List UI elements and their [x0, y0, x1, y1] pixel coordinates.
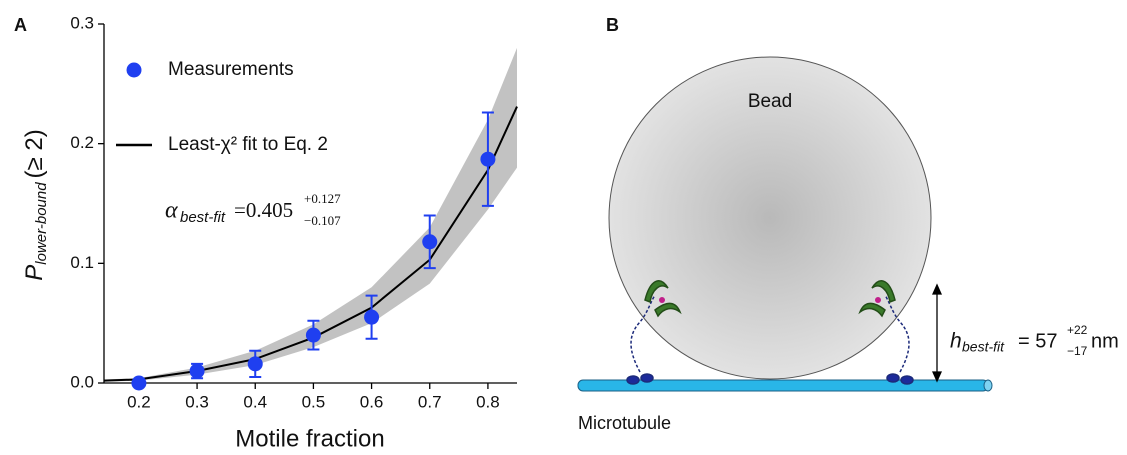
data-point	[247, 356, 263, 372]
microtubule-end	[983, 379, 993, 392]
y-label-sub: lower-bound	[33, 182, 50, 265]
x-tick-label: 0.8	[476, 392, 500, 411]
h-plus: +22	[1067, 323, 1088, 337]
alpha-minus: −0.107	[304, 213, 341, 228]
microtubule-label: Microtubule	[578, 413, 671, 433]
y-label-tail: (≥ 2)	[21, 129, 48, 178]
h-minus: −17	[1067, 344, 1088, 358]
legend-label: Measurements	[168, 59, 294, 80]
bead	[608, 56, 932, 380]
x-axis-label: Motile fraction	[235, 425, 384, 452]
bead-label: Bead	[748, 91, 792, 112]
y-axis-label: Plower-bound (≥ 2)	[21, 129, 50, 280]
microtubule	[577, 379, 989, 392]
data-point	[480, 151, 496, 167]
h-value: = 57	[1018, 330, 1057, 352]
y-tick-label: 0.1	[70, 253, 94, 272]
h-unit: nm	[1091, 330, 1119, 352]
y-tick-label: 0.0	[70, 372, 94, 391]
x-tick-label: 0.3	[185, 392, 209, 411]
plot: 0.0 0.1 0.2 0.3 0.2 0.3 0.4 0.5 0.6 0.7 0.8 Measure…	[70, 13, 518, 411]
data-point	[305, 327, 321, 343]
alpha-value: =0.405	[234, 198, 293, 222]
motor-left	[626, 280, 682, 385]
y-label-main: P	[21, 265, 48, 281]
data-point	[364, 309, 380, 325]
y-tick-label: 0.3	[70, 13, 94, 32]
data-point	[422, 234, 438, 250]
x-tick-label: 0.7	[418, 392, 442, 411]
data-point	[189, 363, 205, 379]
alpha-sub: best-fit	[180, 209, 226, 226]
h-symbol: h	[950, 330, 962, 353]
legend-marker	[126, 62, 142, 78]
legend-label: Least-χ² fit to Eq. 2	[168, 134, 328, 155]
panel-label: A	[14, 15, 27, 35]
annotation: α best-fit =0.405 +0.127 −0.107	[165, 191, 341, 228]
x-tick-label: 0.2	[127, 392, 151, 411]
data-point	[131, 375, 147, 391]
h-sub: best-fit	[962, 339, 1005, 355]
x-tick-label: 0.6	[360, 392, 384, 411]
height-arrow	[931, 283, 943, 383]
motor-right	[858, 280, 914, 385]
x-tick-label: 0.4	[243, 392, 267, 411]
y-tick-label: 0.2	[70, 133, 94, 152]
height-label: h best-fit = 57 +22 −17 nm	[950, 323, 1119, 358]
x-tick-label: 0.5	[302, 392, 326, 411]
alpha-symbol: α	[165, 198, 178, 224]
alpha-plus: +0.127	[304, 191, 341, 206]
panel-label: B	[606, 15, 619, 35]
